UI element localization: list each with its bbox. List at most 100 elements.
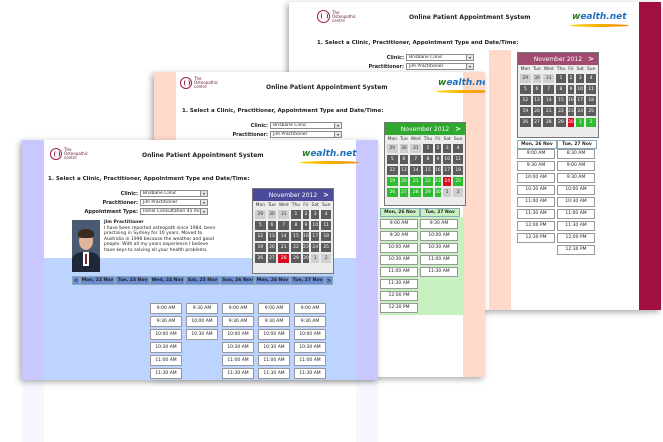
timeslot-button[interactable]: 9:30 AM (380, 231, 418, 241)
calendar-next-button[interactable]: > (323, 191, 329, 199)
calendar-day[interactable]: 23 (302, 243, 310, 252)
calendar-day[interactable]: 22 (423, 177, 433, 186)
timeslot-button[interactable]: 10:00 AM (557, 185, 595, 195)
calendar-day[interactable]: 13 (532, 96, 542, 105)
calendar-day[interactable]: 1 (556, 74, 566, 83)
day-tab[interactable]: Sat, 25 Nov (185, 276, 220, 285)
timeslot-button[interactable]: 10:00 AM (517, 173, 555, 183)
calendar-day[interactable]: 9 (302, 221, 310, 230)
timeslot-button[interactable]: 10:00 AM (222, 329, 254, 340)
calendar-next-button[interactable]: > (455, 125, 461, 133)
timeslot-button[interactable]: 11:00 AM (557, 209, 595, 219)
timeslot-button[interactable]: 12:00 PM (557, 233, 595, 243)
calendar-day[interactable]: 30 (567, 118, 575, 127)
calendar-day[interactable]: 18 (453, 166, 463, 175)
timeslot-button[interactable]: 9:00 AM (294, 303, 326, 314)
calendar-day[interactable]: 30 (302, 254, 310, 263)
calendar-day[interactable]: 1 (423, 144, 433, 153)
appointment-type-select[interactable]: Initial Consultation 45 min ▾ (140, 208, 208, 215)
calendar-day[interactable]: 24 (576, 107, 585, 116)
calendar-day[interactable]: 26 (520, 118, 531, 127)
calendar-day[interactable]: 10 (443, 155, 452, 164)
timeslot-button[interactable]: 9:00 AM (258, 303, 290, 314)
calendar-day[interactable]: 25 (321, 243, 331, 252)
clinic-select[interactable]: Brisbane Clinic ▾ (406, 54, 474, 61)
calendar-day[interactable]: 22 (556, 107, 566, 116)
calendar-day[interactable]: 14 (410, 166, 422, 175)
calendar-day[interactable]: 25 (586, 107, 596, 116)
calendar-day[interactable]: 3 (443, 144, 452, 153)
calendar-day[interactable]: 27 (267, 254, 277, 263)
timeslot-button[interactable]: 10:30 AM (380, 255, 418, 265)
timeslot-button[interactable]: 9:30 AM (186, 303, 218, 314)
calendar-day[interactable]: 30 (434, 188, 442, 197)
calendar-day[interactable]: 26 (387, 188, 398, 197)
clinic-select[interactable]: Brisbane Clinic ▾ (270, 122, 342, 129)
calendar-day[interactable]: 12 (520, 96, 531, 105)
timeslot-button[interactable]: 12:00 PM (517, 221, 555, 231)
calendar-day[interactable]: 23 (567, 107, 575, 116)
timeslot-button[interactable]: 10:00 AM (150, 329, 182, 340)
calendar-day[interactable]: 19 (255, 243, 266, 252)
day-tab[interactable]: Mon, 22 Nov (80, 276, 115, 285)
calendar-day[interactable]: 18 (321, 232, 331, 241)
calendar-day[interactable]: 26 (255, 254, 266, 263)
timeslot-button[interactable]: 10:00 AM (186, 316, 218, 327)
calendar-day[interactable]: 20 (267, 243, 277, 252)
timeslot-button[interactable]: 10:30 AM (294, 342, 326, 353)
calendar-day[interactable]: 6 (399, 155, 409, 164)
calendar-day[interactable]: 12 (255, 232, 266, 241)
practitioner-select[interactable]: Jim Practitioner ▾ (406, 63, 474, 70)
calendar-day[interactable]: 27 (532, 118, 542, 127)
day-tab[interactable]: Tue, 27 Nov (420, 208, 460, 217)
calendar-day[interactable]: 5 (255, 221, 266, 230)
calendar-day[interactable]: 8 (556, 85, 566, 94)
calendar-day[interactable]: 19 (520, 107, 531, 116)
calendar-day[interactable]: 3 (576, 74, 585, 83)
timeslot-button[interactable]: 11:30 AM (294, 368, 326, 379)
timeslot-button[interactable]: 9:00 AM (150, 303, 182, 314)
calendar-day[interactable]: 17 (576, 96, 585, 105)
calendar-day[interactable]: 15 (291, 232, 301, 241)
timeslot-button[interactable]: 11:00 AM (150, 355, 182, 366)
calendar-day[interactable]: 4 (453, 144, 463, 153)
calendar-day[interactable]: 3 (311, 210, 320, 219)
calendar-day[interactable]: 13 (267, 232, 277, 241)
calendar-day[interactable]: 11 (321, 221, 331, 230)
calendar-day[interactable]: 29 (423, 188, 433, 197)
timeslot-button[interactable]: 11:00 AM (294, 355, 326, 366)
schedule-next-button[interactable]: > (325, 276, 333, 285)
calendar-day[interactable]: 9 (567, 85, 575, 94)
timeslot-button[interactable]: 12:30 PM (557, 245, 595, 255)
calendar-day[interactable]: 10 (576, 85, 585, 94)
calendar-day[interactable]: 16 (434, 166, 442, 175)
day-tab[interactable]: Tue, 23 Nov (115, 276, 150, 285)
calendar-day[interactable]: 11 (586, 85, 596, 94)
timeslot-button[interactable]: 11:30 AM (420, 267, 458, 277)
calendar-day[interactable]: 8 (423, 155, 433, 164)
timeslot-button[interactable]: 11:30 AM (380, 279, 418, 289)
timeslot-button[interactable]: 10:00 AM (380, 243, 418, 253)
timeslot-button[interactable]: 9:00 AM (222, 303, 254, 314)
timeslot-button[interactable]: 9:00 AM (380, 219, 418, 229)
calendar-day[interactable]: 7 (410, 155, 422, 164)
clinic-select[interactable]: Brisbane Clinic ▾ (140, 190, 208, 197)
timeslot-button[interactable]: 11:30 AM (557, 221, 595, 231)
day-tab[interactable]: Mon, 26 Nov (380, 208, 420, 217)
calendar-day[interactable]: 28 (278, 254, 290, 263)
day-tab[interactable]: Mon, 26 Nov (517, 140, 557, 149)
calendar-day[interactable]: 1 (291, 210, 301, 219)
calendar-day[interactable]: 17 (443, 166, 452, 175)
timeslot-button[interactable]: 10:30 AM (222, 342, 254, 353)
timeslot-button[interactable]: 10:00 AM (258, 329, 290, 340)
calendar-day[interactable]: 16 (302, 232, 310, 241)
timeslot-button[interactable]: 10:30 AM (258, 342, 290, 353)
calendar-day[interactable]: 9 (434, 155, 442, 164)
timeslot-button[interactable]: 10:30 AM (517, 185, 555, 195)
timeslot-button[interactable]: 11:00 AM (258, 355, 290, 366)
calendar-day[interactable]: 21 (543, 107, 555, 116)
calendar-day[interactable]: 5 (520, 85, 531, 94)
calendar-day[interactable]: 6 (532, 85, 542, 94)
timeslot-button[interactable]: 10:00 AM (420, 231, 458, 241)
timeslot-button[interactable]: 11:30 AM (222, 368, 254, 379)
